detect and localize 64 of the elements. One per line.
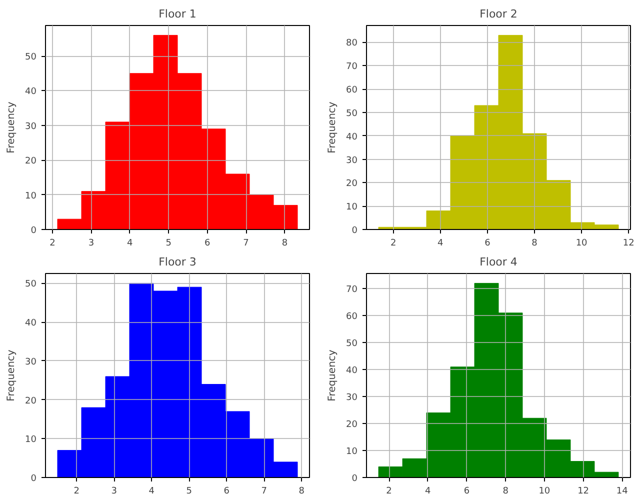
x-tick-label: 2	[390, 238, 396, 248]
y-tick-label: 30	[346, 393, 358, 404]
x-tick-label: 7	[261, 486, 267, 496]
y-tick-label: 0	[30, 226, 37, 236]
y-axis-title: Frequency	[327, 102, 338, 154]
y-tick-label: 10	[25, 191, 37, 202]
x-tick-label: 12	[578, 486, 590, 496]
y-tick-label: 80	[346, 38, 358, 49]
y-tick-label: 40	[25, 318, 37, 329]
y-tick-label: 50	[346, 339, 358, 350]
y-tick-label: 10	[346, 202, 358, 213]
x-tick-label: 4	[438, 238, 444, 248]
x-tick-label: 10	[576, 238, 588, 248]
x-tick-label: 2	[74, 486, 80, 496]
y-tick-label: 20	[25, 396, 37, 406]
chart-title: Floor 4	[480, 256, 518, 268]
x-tick-label: 3	[111, 486, 117, 496]
x-tick-label: 6	[484, 238, 491, 248]
y-tick-label: 50	[25, 280, 37, 290]
y-tick-label: 50	[346, 108, 358, 119]
x-tick-label: 2	[50, 238, 56, 248]
y-tick-label: 60	[346, 312, 358, 322]
y-tick-label: 30	[25, 357, 37, 368]
x-tick-label: 6	[464, 486, 470, 496]
x-tick-label: 8	[282, 238, 288, 248]
y-tick-label: 40	[25, 87, 37, 98]
x-tick-label: 4	[425, 486, 432, 496]
y-tick-label: 10	[346, 447, 358, 458]
y-tick-label: 0	[30, 474, 37, 484]
y-tick-label: 0	[352, 226, 358, 236]
x-tick-label: 3	[88, 238, 94, 248]
y-tick-label: 20	[25, 156, 37, 167]
x-tick-label: 14	[616, 486, 628, 496]
y-axis-title: Frequency	[327, 350, 338, 402]
x-tick-label: 7	[243, 238, 249, 248]
x-tick-label: 8	[532, 238, 538, 248]
y-tick-label: 0	[352, 474, 358, 484]
x-tick-label: 6	[204, 238, 210, 248]
x-tick-label: 12	[622, 238, 634, 248]
x-tick-label: 8	[502, 486, 509, 496]
y-tick-label: 20	[346, 420, 358, 430]
x-tick-label: 4	[148, 486, 155, 496]
y-tick-label: 40	[346, 366, 358, 376]
y-tick-label: 60	[346, 86, 358, 96]
chart-title: Floor 1	[158, 8, 196, 20]
y-tick-label: 50	[25, 52, 37, 63]
y-tick-label: 70	[346, 285, 358, 296]
y-tick-label: 20	[346, 179, 358, 190]
x-tick-label: 4	[127, 238, 134, 248]
y-axis-title: Frequency	[6, 350, 18, 402]
x-tick-label: 2	[386, 486, 392, 496]
y-axis-title: Frequency	[6, 102, 18, 154]
y-tick-label: 70	[346, 62, 358, 72]
x-tick-label: 10	[538, 486, 550, 496]
chart-title: Floor 3	[158, 256, 196, 268]
x-tick-label: 5	[186, 486, 192, 496]
y-tick-label: 30	[25, 122, 37, 132]
y-tick-label: 10	[25, 435, 37, 446]
x-tick-label: 8	[298, 486, 305, 496]
y-tick-label: 30	[346, 156, 358, 166]
y-tick-label: 40	[346, 132, 358, 142]
x-tick-label: 6	[224, 486, 230, 496]
x-tick-label: 5	[166, 238, 172, 248]
chart-title: Floor 2	[480, 8, 518, 20]
